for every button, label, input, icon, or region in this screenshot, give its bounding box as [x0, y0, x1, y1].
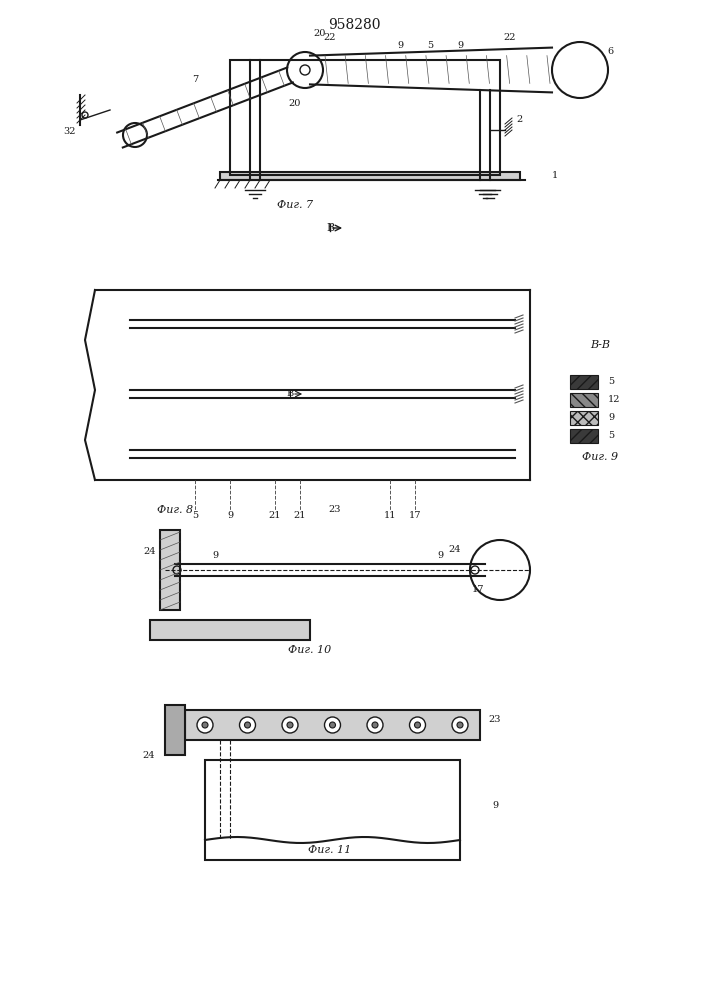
Circle shape — [414, 722, 421, 728]
Text: 9: 9 — [227, 510, 233, 520]
Text: 21: 21 — [269, 510, 281, 520]
Text: 958280: 958280 — [328, 18, 380, 32]
Circle shape — [452, 717, 468, 733]
Circle shape — [409, 717, 426, 733]
Text: В: В — [326, 223, 334, 233]
Circle shape — [197, 717, 213, 733]
Text: 5: 5 — [608, 432, 614, 440]
Bar — [230, 60, 500, 175]
Circle shape — [282, 717, 298, 733]
Text: 21: 21 — [293, 510, 306, 520]
Text: 22: 22 — [324, 32, 337, 41]
Text: 17: 17 — [409, 510, 421, 520]
Text: Фиг. 7: Фиг. 7 — [277, 200, 313, 210]
Text: 1: 1 — [552, 172, 558, 180]
Circle shape — [329, 722, 336, 728]
Bar — [205, 760, 460, 860]
Bar — [165, 705, 185, 755]
Bar — [220, 172, 520, 180]
Text: 2: 2 — [517, 115, 523, 124]
Bar — [185, 710, 480, 740]
Bar — [570, 429, 598, 443]
Bar — [160, 530, 180, 610]
Text: 24: 24 — [143, 750, 155, 760]
Circle shape — [372, 722, 378, 728]
Circle shape — [245, 722, 250, 728]
Text: 12: 12 — [608, 395, 621, 404]
Text: 23: 23 — [489, 716, 501, 724]
Text: 23: 23 — [329, 506, 341, 514]
Circle shape — [287, 722, 293, 728]
Text: 5: 5 — [427, 41, 433, 50]
Text: 22: 22 — [504, 32, 516, 41]
Text: 9: 9 — [608, 414, 614, 422]
Text: Фиг. 10: Фиг. 10 — [288, 645, 332, 655]
Bar — [570, 411, 598, 425]
Circle shape — [240, 717, 255, 733]
Circle shape — [325, 717, 341, 733]
Text: 17: 17 — [472, 585, 484, 594]
Circle shape — [367, 717, 383, 733]
Text: 32: 32 — [64, 127, 76, 136]
Text: 11: 11 — [384, 510, 396, 520]
Circle shape — [457, 722, 463, 728]
Text: 24: 24 — [449, 546, 461, 554]
Text: Фиг. 11: Фиг. 11 — [308, 845, 351, 855]
Text: 5: 5 — [608, 377, 614, 386]
Text: В-В: В-В — [590, 340, 610, 350]
Text: 9: 9 — [212, 552, 218, 560]
Text: 20: 20 — [289, 99, 301, 107]
Text: 9: 9 — [397, 41, 403, 50]
Bar — [570, 375, 598, 389]
Bar — [570, 393, 598, 407]
Text: 9: 9 — [492, 800, 498, 810]
Text: 24: 24 — [144, 548, 156, 556]
Circle shape — [202, 722, 208, 728]
Text: 7: 7 — [192, 76, 198, 85]
Text: 9: 9 — [457, 41, 463, 50]
Text: Фиг. 9: Фиг. 9 — [582, 452, 618, 462]
Bar — [150, 620, 310, 640]
Text: 9: 9 — [437, 552, 443, 560]
Text: 20: 20 — [314, 29, 326, 38]
Text: В: В — [286, 389, 293, 398]
Text: 5: 5 — [192, 510, 198, 520]
Text: 6: 6 — [607, 47, 613, 56]
Text: Фиг. 8: Фиг. 8 — [157, 505, 193, 515]
